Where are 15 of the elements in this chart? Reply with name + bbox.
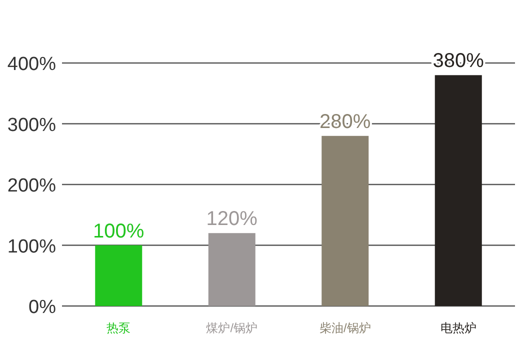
y-tick-label: 400% [7, 54, 56, 75]
bar [208, 233, 256, 306]
y-tick-label: 300% [7, 114, 56, 136]
data-label: 120% [206, 208, 258, 230]
x-tick-label: 煤炉/锅炉 [206, 321, 258, 335]
bar [322, 136, 369, 306]
data-label: 100% [93, 220, 144, 242]
x-tick-label: 电热炉 [440, 321, 476, 335]
x-tick-label: 热泵 [106, 321, 131, 335]
y-tick-label: 100% [7, 236, 56, 258]
bar [95, 245, 142, 306]
bar [434, 75, 482, 306]
y-tick-label: 0% [28, 297, 56, 318]
y-tick-label: 200% [7, 176, 56, 196]
x-tick-label: 柴油/锅炉 [319, 321, 371, 335]
